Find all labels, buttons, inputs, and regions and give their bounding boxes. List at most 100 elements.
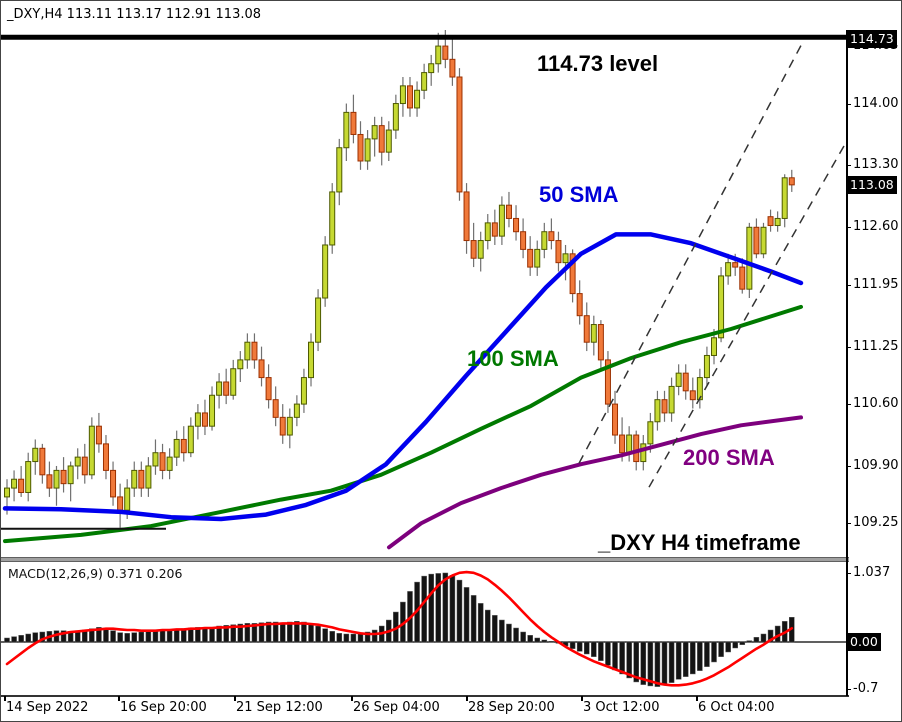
candlestick-chart[interactable]	[1, 30, 846, 557]
sma200-line	[387, 415, 803, 550]
trend-line	[648, 142, 846, 488]
candle	[604, 351, 611, 413]
candle	[11, 470, 18, 502]
candle	[463, 183, 470, 254]
candle	[414, 81, 421, 117]
candle	[265, 364, 272, 409]
candle	[244, 333, 251, 369]
candle	[498, 196, 505, 245]
candle	[456, 68, 463, 201]
candle	[293, 395, 300, 427]
candle	[315, 289, 322, 352]
axis-tick-mark	[846, 523, 851, 525]
candle	[421, 63, 428, 100]
candle	[25, 452, 32, 502]
macd-axis-label: 1.037	[853, 564, 891, 580]
candle	[201, 399, 208, 436]
candle	[725, 253, 732, 285]
candle	[74, 448, 81, 480]
candle	[548, 218, 555, 250]
candle	[131, 461, 138, 497]
candle	[258, 346, 265, 387]
time-axis-label: 21 Sep 12:00	[236, 700, 323, 715]
candle	[251, 333, 258, 369]
candle	[668, 377, 675, 422]
time-axis-label: 26 Sep 04:00	[353, 700, 440, 715]
macd-indicator-label: MACD(12,26,9) 0.371 0.206	[8, 566, 183, 581]
candle	[216, 373, 223, 409]
candle	[626, 426, 633, 462]
time-tick-mark	[118, 696, 120, 701]
time-tick-mark	[4, 696, 6, 701]
candle	[350, 94, 357, 144]
time-axis-label: 14 Sep 2022	[6, 700, 89, 715]
candle	[774, 211, 781, 232]
candle	[279, 404, 286, 444]
sma200-annotation: 200 SMA	[683, 445, 775, 470]
macd-indicator-chart[interactable]	[1, 562, 846, 696]
candle	[406, 77, 413, 117]
price-badge: 114.73	[847, 30, 897, 48]
symbol-ohlc-text: _DXY,H4 113.11 113.17 112.91 113.08	[7, 7, 262, 22]
price-axis-label: 112.60	[853, 219, 899, 235]
time-tick-mark	[234, 696, 236, 701]
candle	[513, 205, 520, 241]
candle	[173, 430, 180, 466]
candle	[767, 209, 774, 232]
candle	[385, 121, 392, 161]
candle	[32, 439, 39, 475]
axis-tick-mark	[846, 572, 851, 574]
axis-tick-mark	[846, 404, 851, 406]
axis-tick-mark	[846, 103, 851, 105]
panel-separator[interactable]	[1, 557, 849, 562]
candle	[590, 315, 597, 356]
candle	[470, 222, 477, 268]
candle	[102, 435, 109, 480]
sma50-line	[2, 232, 804, 522]
price-axis-label: 111.25	[853, 338, 899, 354]
time-axis-label: 16 Sep 20:00	[120, 700, 207, 715]
candle	[187, 417, 194, 458]
candle	[67, 461, 74, 502]
time-tick-mark	[696, 696, 698, 701]
price-badge: 113.08	[847, 175, 897, 194]
candle	[449, 37, 456, 86]
sma100-line	[3, 304, 803, 544]
candle	[612, 390, 619, 444]
axis-tick-mark	[846, 688, 851, 690]
candle	[46, 461, 53, 497]
candle	[746, 222, 753, 299]
candle	[788, 169, 795, 192]
candle	[60, 457, 67, 493]
candle	[484, 214, 491, 250]
candle	[18, 465, 25, 497]
candle	[576, 280, 583, 325]
candle	[117, 483, 124, 528]
candle	[534, 240, 541, 276]
candle	[491, 209, 498, 245]
macd-value-badge: 0.00	[847, 633, 881, 651]
axis-tick-mark	[846, 284, 851, 286]
candle	[223, 368, 230, 405]
axis-tick-mark	[846, 165, 851, 167]
time-axis-label: 3 Oct 12:00	[583, 700, 660, 715]
candle	[505, 191, 512, 228]
candle	[95, 412, 102, 453]
macd-axis-label: -0.7	[853, 680, 879, 696]
candle	[781, 174, 788, 228]
candle	[562, 244, 569, 281]
candle	[357, 121, 364, 170]
candle	[428, 54, 435, 86]
candle	[180, 426, 187, 462]
candle	[477, 231, 484, 272]
price-axis-line	[846, 30, 848, 696]
price-axis-label: 111.95	[853, 276, 899, 292]
macd-signal-line	[5, 570, 794, 687]
candle	[88, 417, 95, 480]
time-tick-mark	[581, 696, 583, 701]
candle	[209, 386, 216, 431]
candle	[661, 390, 668, 422]
candle	[364, 130, 371, 170]
time-tick-mark	[466, 696, 468, 701]
